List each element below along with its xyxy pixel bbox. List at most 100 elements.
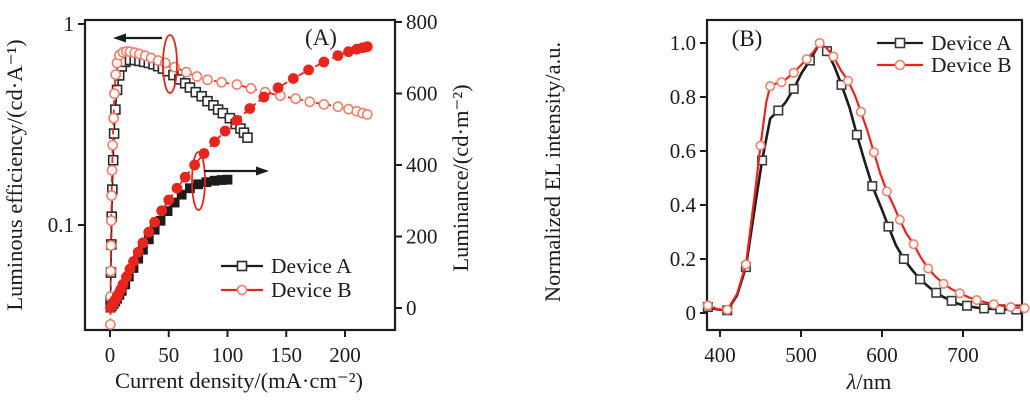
data-point-marker [946,295,957,306]
data-point-marker [290,93,302,105]
data-point-marker [105,215,117,227]
data-point-marker [851,129,862,140]
series-efficiency-device-b-line [109,50,368,325]
y_right-tick-label: 800 [406,10,438,34]
legend-device-b: Device B [221,278,352,302]
right-axis-arrow-icon [204,166,269,176]
data-point-marker [894,214,905,225]
x-tick-label: 150 [271,343,303,367]
data-point-marker [287,73,299,84]
series-efficiency-device-b [104,46,373,330]
data-point-marker [245,83,257,94]
data-point-marker [361,109,373,120]
data-point-marker [244,103,256,114]
x-axis-label-unit: /nm [856,369,892,394]
data-point-marker [883,221,894,232]
data-point-marker [149,216,161,228]
data-point-marker [773,105,784,116]
y_right-tick-label: 600 [406,82,438,106]
y_left-tick-label: 0.1 [48,213,74,237]
legend-label: Device B [931,53,1012,77]
y_left-tick-label: 1 [64,12,75,36]
y_left-tick-label: 0.8 [670,85,696,109]
data-point-marker [868,147,879,158]
data-point-marker [765,81,776,92]
data-point-marker [318,99,330,110]
data-point-marker [702,300,713,311]
y_left-tick-label: 0.6 [670,139,696,163]
data-point-marker [171,182,183,194]
series-luminance-device-b-markers [105,41,373,314]
data-point-marker [163,194,175,206]
data-point-marker [272,82,284,94]
data-point-marker [106,190,117,202]
legend-device-b: Device B [877,53,1012,77]
data-point-marker [105,265,117,277]
series-el-device-a [702,40,1025,316]
panel-b-label: (B) [732,26,763,51]
data-point-marker [954,288,965,299]
x-tick-label: 400 [704,343,736,367]
series-luminance-device-b [105,41,373,314]
data-point-marker [915,274,926,285]
data-point-marker [332,50,344,62]
data-point-marker [231,79,243,90]
data-point-marker [931,287,942,298]
x-tick-label: 500 [785,343,817,367]
data-point-marker [156,205,168,217]
data-point-marker [191,71,203,82]
data-point-marker [216,76,228,88]
data-point-marker [110,69,122,81]
data-point-marker [908,239,919,250]
data-point-marker [201,177,212,188]
data-point-marker [855,106,866,117]
data-point-marker [828,51,839,62]
x-tick-label: 50 [158,343,179,367]
legend-device-a: Device A [877,31,1012,55]
y_right-tick-label: 400 [406,153,438,177]
data-point-marker [898,253,909,265]
panel-b-x-axis-label: λ/nm [846,369,892,394]
data-point-marker [179,171,191,183]
data-point-marker [189,159,200,171]
x-tick-label: 0 [105,343,116,367]
y_left-tick-label: 0.4 [670,193,697,217]
x-tick-label: 700 [947,343,979,367]
data-point-marker [159,57,171,69]
data-point-marker [740,259,751,270]
y_left-tick-label: 0.2 [670,247,696,271]
data-point-marker [222,174,233,185]
panel-a-frame [83,18,397,332]
series-el-device-a-line [707,40,1025,312]
data-point-marker [132,246,144,258]
data-point-marker [109,88,120,100]
data-point-marker [881,186,892,197]
panel-b: 400 500 600 700 0 0.2 0.4 0.6 0.8 1.0 (B) λ/nm Norma… [540,18,1030,394]
data-point-marker [755,140,766,151]
data-point-marker [1005,302,1016,313]
legend-label: Device B [271,278,352,302]
data-point-marker [231,114,243,126]
data-point-marker [318,56,330,68]
data-point-marker [971,294,982,306]
legend-label: Device A [931,31,1012,55]
luminance-curves-ellipse [191,151,206,211]
x-tick-label: 100 [212,343,244,367]
y_left-tick-label: 0 [686,301,697,325]
data-point-marker [258,91,270,103]
series-el-device-b-markers [702,37,1030,315]
series-el-device-a-markers [702,46,1022,316]
x-tick-label: 200 [329,343,361,367]
data-point-marker [193,179,204,190]
data-point-marker [128,256,139,267]
series-el-device-b [702,37,1030,315]
panel-b-y-left-axis-label: Normalized EL intensity/a.u. [540,42,565,302]
panel-a-x-axis-label: Current density/(mA·cm⁻²) [115,368,363,393]
data-point-marker [107,139,119,151]
left-axis-arrow-icon [113,33,162,43]
panel-a-y-right-axis-label: Luminance/(cd·m⁻²) [448,84,473,271]
data-point-marker [988,299,999,310]
data-point-marker [332,101,344,113]
